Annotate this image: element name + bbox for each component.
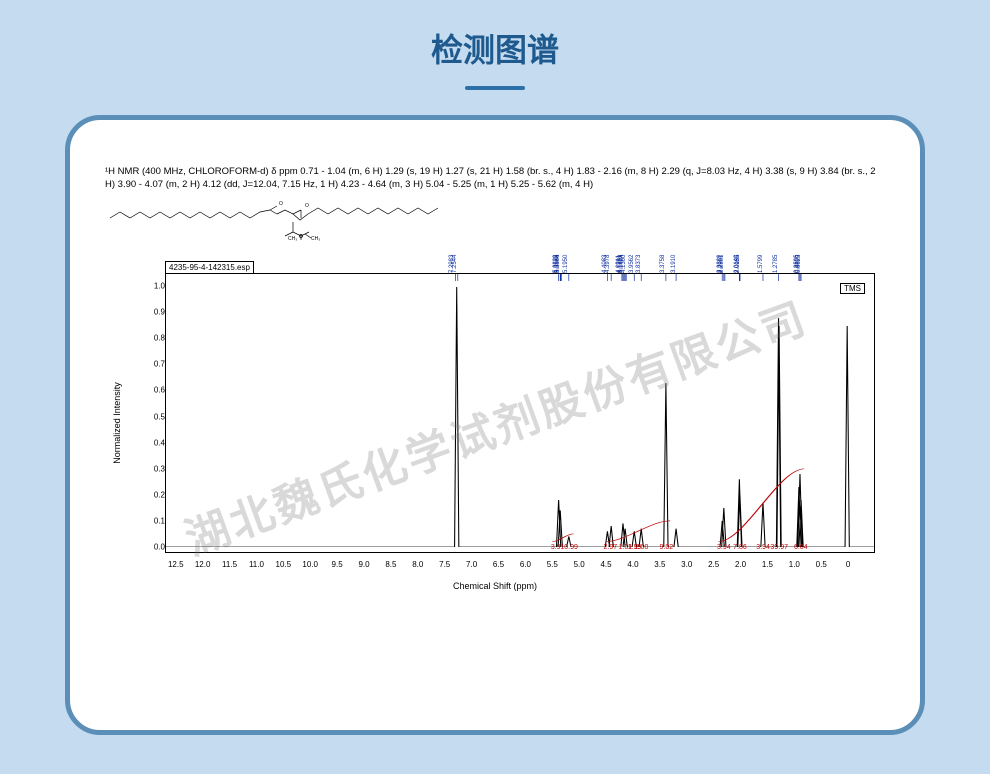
peak-label: 4.3978 [605, 254, 611, 272]
x-tick: 12.0 [195, 560, 211, 569]
title-underline [465, 86, 525, 90]
peak-label: 3.3758 [660, 254, 666, 272]
y-tick: 1.0 [143, 281, 165, 290]
svg-text:O: O [305, 203, 309, 209]
x-tick: 2.0 [735, 560, 746, 569]
peak-label: 3.1910 [671, 254, 677, 272]
x-tick: 6.5 [493, 560, 504, 569]
peak-label: 5.1950 [563, 254, 569, 272]
integral-value: 3.94 [756, 544, 770, 551]
peak-label: 2.2801 [719, 254, 725, 272]
y-tick: 0.5 [143, 412, 165, 421]
x-tick: 11.0 [249, 560, 264, 569]
x-tick: 7.0 [466, 560, 477, 569]
y-tick: 0.9 [143, 307, 165, 316]
nmr-spectrum-chart: 4235-95-4-142315.esp Normalized Intensit… [105, 253, 885, 593]
x-tick: 0 [846, 560, 850, 569]
spectrum-trace [166, 274, 874, 552]
y-tick: 0.2 [143, 491, 165, 500]
peak-label: 4.1300 [621, 254, 627, 272]
svg-text:CH₃: CH₃ [288, 236, 297, 242]
x-tick: 10.0 [302, 560, 318, 569]
x-tick: 10.5 [276, 560, 292, 569]
y-tick: 0.0 [143, 543, 165, 552]
x-tick: 11.5 [222, 560, 237, 569]
integral-value: 7.86 [733, 544, 747, 551]
peak-label: 0.6623 [796, 254, 802, 272]
integral-value: 2.00 [635, 544, 649, 551]
x-tick: 9.5 [332, 560, 343, 569]
y-axis-label: Normalized Intensity [112, 382, 122, 464]
y-tick: 0.4 [143, 438, 165, 447]
integral-value: 3.94 [717, 544, 731, 551]
x-tick: 1.0 [789, 560, 800, 569]
plot-area: TMS [165, 273, 875, 553]
peak-label: 3.8373 [636, 254, 642, 272]
integral-values-row: 3.910.992.971.011.992.009.023.947.863.94… [165, 533, 875, 551]
x-tick: 0.5 [816, 560, 827, 569]
x-tick: 8.5 [385, 560, 396, 569]
x-tick: 4.5 [600, 560, 611, 569]
x-tick: 7.5 [439, 560, 450, 569]
x-tick: 5.5 [547, 560, 558, 569]
y-tick: 0.6 [143, 386, 165, 395]
y-tick: 0.3 [143, 464, 165, 473]
x-tick: 1.5 [762, 560, 773, 569]
tms-label: TMS [840, 283, 865, 294]
integral-value: 3.91 [551, 544, 565, 551]
peak-label: 2.0025 [735, 254, 741, 272]
x-tick: 4.0 [627, 560, 638, 569]
x-axis-ticks: 12.5 12.0 11.5 11.0 10.5 10.0 9.5 9.0 8.5 8.0 7.5 7… [165, 560, 875, 575]
x-tick: 12.5 [168, 560, 184, 569]
peak-label: 1.5799 [758, 254, 764, 272]
y-axis-ticks: 0.0 0.1 0.2 0.3 0.4 0.5 0.6 0.7 0.8 0.9 1.0 [143, 273, 165, 553]
x-tick: 5.0 [574, 560, 585, 569]
x-axis-label: Chemical Shift (ppm) [453, 581, 537, 591]
integral-value: 39.97 [770, 544, 788, 551]
nmr-description-text: ¹H NMR (400 MHz, CHLOROFORM-d) δ ppm 0.7… [105, 165, 885, 192]
svg-text:O: O [279, 201, 283, 207]
y-tick: 0.7 [143, 360, 165, 369]
x-tick: 9.0 [358, 560, 369, 569]
x-tick: 8.0 [412, 560, 423, 569]
peak-label: 5.3346 [555, 254, 561, 272]
peak-labels-row: 7.29837.25445.38295.35255.34045.33465.19… [165, 253, 875, 273]
y-tick: 0.1 [143, 517, 165, 526]
x-tick: 3.5 [654, 560, 665, 569]
molecule-structure: O O CH₃ CH₃ [105, 200, 445, 242]
y-tick: 0.8 [143, 334, 165, 343]
spectrum-frame: ¹H NMR (400 MHz, CHLOROFORM-d) δ ppm 0.7… [65, 115, 925, 735]
x-tick: 6.0 [520, 560, 531, 569]
integral-value: 0.99 [564, 544, 578, 551]
peak-label: 1.2785 [773, 254, 779, 272]
integral-value: 6.04 [794, 544, 808, 551]
integral-value: 9.02 [659, 544, 673, 551]
x-tick: 2.5 [708, 560, 719, 569]
svg-text:CH₃: CH₃ [311, 236, 320, 242]
peak-label: 3.9562 [629, 254, 635, 272]
x-tick: 3.0 [681, 560, 692, 569]
page-title: 检测图谱 [0, 0, 990, 71]
peak-label: 7.2544 [452, 254, 458, 272]
integral-value: 2.97 [604, 544, 618, 551]
